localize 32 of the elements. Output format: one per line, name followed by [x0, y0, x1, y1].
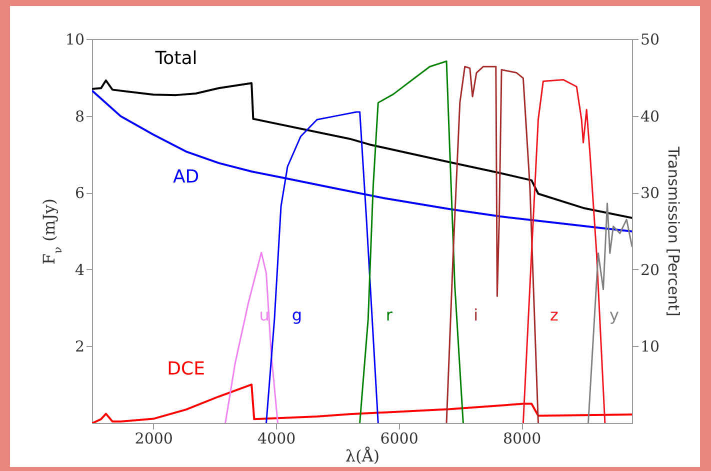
y-tick-label: 4 — [74, 260, 84, 279]
line-series — [446, 66, 539, 423]
x-tick-label: 8000 — [502, 430, 542, 448]
line-series — [92, 384, 632, 423]
y2-tick-label: 50 — [640, 30, 660, 48]
series-label: z — [550, 305, 558, 324]
y-tick-label: 6 — [74, 184, 84, 202]
series-label: g — [292, 305, 302, 324]
x-tick-label: 6000 — [380, 430, 418, 448]
y2-tick-label: 30 — [640, 184, 660, 202]
line-series — [522, 78, 606, 423]
line-series — [588, 202, 632, 423]
y2-tick-label: 40 — [640, 107, 660, 126]
series-label: AD — [172, 166, 200, 188]
y-tick-label: 10 — [65, 30, 84, 48]
y2-tick-label: 20 — [640, 260, 660, 279]
line-series — [224, 252, 278, 423]
y2-axis-title: Transmission [Percent] — [664, 146, 683, 316]
series-label: i — [474, 305, 478, 324]
line-series — [359, 60, 464, 423]
series-label: y — [610, 305, 619, 324]
y-tick-label: 8 — [74, 107, 84, 126]
x-axis-title: λ(Å) — [345, 446, 380, 466]
y-tick-label: 2 — [74, 338, 84, 356]
series-label: u — [259, 305, 270, 324]
series-label: DCE — [167, 358, 205, 380]
x-tick-label: 4000 — [257, 430, 296, 448]
y2-tick-label: 10 — [640, 338, 660, 356]
x-tick-label: 2000 — [134, 430, 173, 448]
line-series — [92, 79, 632, 219]
series-label: r — [386, 305, 393, 324]
series-label: Total — [154, 48, 198, 70]
